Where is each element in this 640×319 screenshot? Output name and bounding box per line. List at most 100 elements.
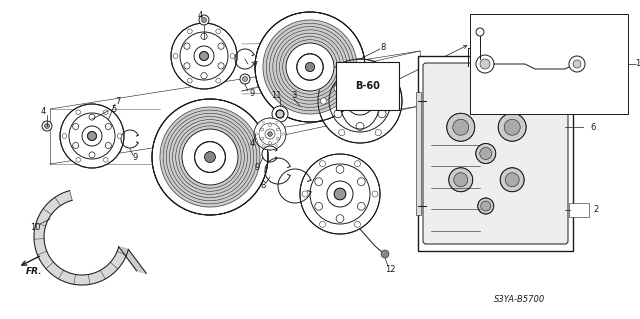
Circle shape bbox=[269, 123, 271, 126]
Circle shape bbox=[106, 143, 111, 148]
Circle shape bbox=[45, 123, 49, 129]
Circle shape bbox=[449, 168, 473, 192]
Circle shape bbox=[339, 130, 345, 136]
Circle shape bbox=[262, 121, 264, 123]
Circle shape bbox=[201, 72, 207, 79]
Text: 4: 4 bbox=[250, 139, 255, 149]
Circle shape bbox=[375, 130, 381, 136]
Circle shape bbox=[480, 59, 490, 69]
Circle shape bbox=[357, 202, 365, 210]
Circle shape bbox=[218, 63, 224, 69]
Circle shape bbox=[243, 77, 248, 81]
Circle shape bbox=[505, 173, 519, 187]
Text: 1: 1 bbox=[636, 60, 640, 69]
Circle shape bbox=[339, 66, 345, 72]
Text: 11: 11 bbox=[271, 92, 281, 100]
Text: 9: 9 bbox=[132, 153, 138, 162]
Circle shape bbox=[255, 133, 258, 135]
Circle shape bbox=[569, 56, 585, 72]
Circle shape bbox=[260, 137, 264, 140]
Circle shape bbox=[336, 215, 344, 222]
Circle shape bbox=[205, 152, 216, 162]
Text: 10: 10 bbox=[29, 222, 40, 232]
Circle shape bbox=[276, 137, 279, 140]
Circle shape bbox=[282, 133, 285, 135]
Text: 7: 7 bbox=[252, 62, 258, 70]
Circle shape bbox=[334, 84, 342, 92]
Circle shape bbox=[276, 121, 278, 123]
Circle shape bbox=[573, 60, 581, 68]
Circle shape bbox=[315, 202, 323, 210]
Circle shape bbox=[88, 131, 97, 140]
Circle shape bbox=[504, 119, 520, 135]
Circle shape bbox=[334, 188, 346, 200]
Circle shape bbox=[375, 66, 381, 72]
Text: 8: 8 bbox=[260, 182, 266, 190]
Polygon shape bbox=[286, 43, 334, 91]
Circle shape bbox=[454, 173, 468, 187]
Circle shape bbox=[305, 63, 315, 72]
Circle shape bbox=[60, 104, 124, 168]
FancyBboxPatch shape bbox=[418, 56, 573, 251]
Circle shape bbox=[498, 113, 526, 141]
Text: 9: 9 bbox=[250, 90, 255, 99]
Circle shape bbox=[200, 51, 209, 61]
Polygon shape bbox=[118, 247, 147, 273]
Text: S3YA-B5700: S3YA-B5700 bbox=[494, 294, 546, 303]
Circle shape bbox=[272, 106, 288, 122]
Circle shape bbox=[315, 178, 323, 186]
Circle shape bbox=[372, 191, 378, 197]
Circle shape bbox=[73, 123, 79, 130]
Polygon shape bbox=[263, 20, 357, 114]
Circle shape bbox=[106, 123, 111, 130]
Circle shape bbox=[76, 158, 81, 162]
Circle shape bbox=[480, 147, 492, 160]
Circle shape bbox=[89, 152, 95, 158]
Circle shape bbox=[184, 43, 190, 49]
Text: 5: 5 bbox=[111, 105, 116, 114]
Circle shape bbox=[62, 134, 67, 138]
Text: B-60: B-60 bbox=[355, 81, 380, 91]
Circle shape bbox=[321, 98, 326, 104]
FancyBboxPatch shape bbox=[423, 63, 568, 244]
Circle shape bbox=[218, 43, 224, 49]
Circle shape bbox=[262, 145, 264, 147]
Circle shape bbox=[476, 28, 484, 36]
Circle shape bbox=[276, 145, 278, 147]
Circle shape bbox=[254, 118, 286, 150]
Text: 4: 4 bbox=[40, 108, 45, 116]
Circle shape bbox=[302, 191, 308, 197]
Circle shape bbox=[76, 110, 81, 115]
Circle shape bbox=[276, 110, 284, 118]
Circle shape bbox=[201, 33, 207, 40]
Circle shape bbox=[297, 54, 323, 80]
Circle shape bbox=[452, 119, 468, 135]
FancyBboxPatch shape bbox=[569, 203, 589, 217]
Circle shape bbox=[42, 121, 52, 131]
Circle shape bbox=[173, 54, 178, 58]
Text: 3: 3 bbox=[291, 92, 297, 100]
Circle shape bbox=[356, 122, 364, 130]
Circle shape bbox=[334, 110, 342, 118]
Circle shape bbox=[356, 71, 364, 80]
Circle shape bbox=[152, 99, 268, 215]
Circle shape bbox=[378, 84, 386, 92]
Polygon shape bbox=[34, 191, 129, 285]
Text: 8: 8 bbox=[380, 42, 386, 51]
Circle shape bbox=[481, 201, 491, 211]
Circle shape bbox=[378, 110, 386, 118]
Polygon shape bbox=[182, 129, 238, 185]
Circle shape bbox=[216, 29, 221, 34]
Circle shape bbox=[355, 221, 360, 227]
Circle shape bbox=[447, 113, 475, 141]
Circle shape bbox=[300, 154, 380, 234]
Circle shape bbox=[394, 98, 399, 104]
Circle shape bbox=[476, 55, 494, 73]
Text: 6: 6 bbox=[590, 123, 596, 132]
Circle shape bbox=[269, 142, 271, 145]
Circle shape bbox=[336, 166, 344, 173]
Circle shape bbox=[478, 198, 494, 214]
Circle shape bbox=[171, 23, 237, 89]
Circle shape bbox=[500, 168, 524, 192]
FancyBboxPatch shape bbox=[470, 14, 628, 114]
